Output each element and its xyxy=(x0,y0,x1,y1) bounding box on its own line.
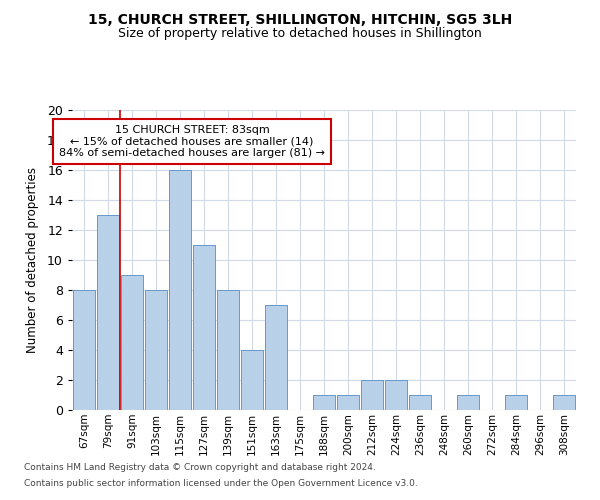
Text: Contains public sector information licensed under the Open Government Licence v3: Contains public sector information licen… xyxy=(24,478,418,488)
Bar xyxy=(409,395,431,410)
Bar xyxy=(169,170,191,410)
Bar xyxy=(313,395,335,410)
Bar xyxy=(457,395,479,410)
Bar xyxy=(217,290,239,410)
Bar xyxy=(265,305,287,410)
Bar xyxy=(337,395,359,410)
Bar xyxy=(97,215,119,410)
Text: Contains HM Land Registry data © Crown copyright and database right 2024.: Contains HM Land Registry data © Crown c… xyxy=(24,464,376,472)
Bar xyxy=(73,290,95,410)
Bar xyxy=(121,275,143,410)
Bar xyxy=(361,380,383,410)
Text: 15 CHURCH STREET: 83sqm
← 15% of detached houses are smaller (14)
84% of semi-de: 15 CHURCH STREET: 83sqm ← 15% of detache… xyxy=(59,125,325,158)
Text: 15, CHURCH STREET, SHILLINGTON, HITCHIN, SG5 3LH: 15, CHURCH STREET, SHILLINGTON, HITCHIN,… xyxy=(88,12,512,26)
Bar xyxy=(553,395,575,410)
Bar xyxy=(193,245,215,410)
Bar xyxy=(505,395,527,410)
Bar xyxy=(145,290,167,410)
Text: Size of property relative to detached houses in Shillington: Size of property relative to detached ho… xyxy=(118,28,482,40)
Y-axis label: Number of detached properties: Number of detached properties xyxy=(26,167,39,353)
Bar xyxy=(241,350,263,410)
Bar xyxy=(385,380,407,410)
